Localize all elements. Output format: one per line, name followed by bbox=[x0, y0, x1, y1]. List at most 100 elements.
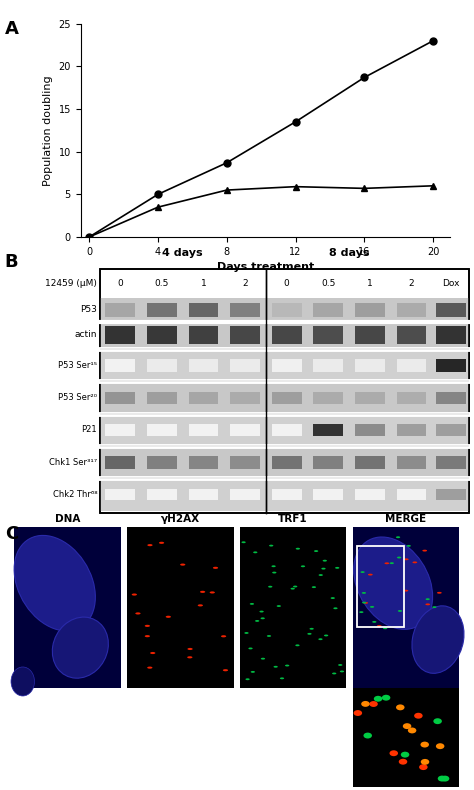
Ellipse shape bbox=[438, 776, 446, 781]
Ellipse shape bbox=[433, 718, 442, 724]
Ellipse shape bbox=[370, 606, 374, 608]
Bar bbox=[397, 423, 427, 436]
Y-axis label: Population doubling: Population doubling bbox=[43, 75, 53, 186]
Text: C: C bbox=[5, 525, 18, 544]
Bar bbox=[397, 359, 427, 372]
Ellipse shape bbox=[368, 574, 373, 576]
Ellipse shape bbox=[408, 728, 416, 733]
Bar bbox=[189, 456, 219, 468]
Bar bbox=[272, 303, 301, 317]
Bar bbox=[436, 456, 466, 468]
Ellipse shape bbox=[159, 542, 164, 544]
Ellipse shape bbox=[398, 610, 402, 612]
Ellipse shape bbox=[277, 605, 281, 607]
Text: 12459 (μM): 12459 (μM) bbox=[46, 279, 97, 288]
Text: 8 days: 8 days bbox=[329, 248, 369, 258]
Bar bbox=[355, 359, 385, 372]
Ellipse shape bbox=[11, 667, 35, 696]
Bar bbox=[397, 489, 427, 500]
Bar bbox=[353, 688, 459, 788]
Ellipse shape bbox=[245, 632, 249, 634]
Bar bbox=[189, 392, 219, 404]
Bar bbox=[147, 326, 177, 344]
Bar bbox=[313, 392, 343, 404]
Ellipse shape bbox=[180, 563, 185, 566]
Text: P53: P53 bbox=[80, 305, 97, 314]
Ellipse shape bbox=[324, 634, 328, 637]
Bar bbox=[397, 326, 427, 344]
Bar bbox=[355, 326, 385, 344]
Bar bbox=[230, 489, 260, 500]
Bar bbox=[313, 489, 343, 500]
Ellipse shape bbox=[187, 648, 192, 650]
Bar bbox=[355, 392, 385, 404]
Text: Chk1 Ser³¹⁷: Chk1 Ser³¹⁷ bbox=[49, 457, 97, 467]
Ellipse shape bbox=[377, 625, 382, 627]
Ellipse shape bbox=[312, 586, 316, 588]
Bar bbox=[230, 456, 260, 468]
Ellipse shape bbox=[187, 656, 192, 658]
Bar bbox=[105, 326, 135, 344]
Ellipse shape bbox=[407, 545, 411, 547]
Ellipse shape bbox=[321, 568, 326, 570]
Ellipse shape bbox=[166, 615, 171, 618]
Ellipse shape bbox=[354, 710, 362, 716]
Ellipse shape bbox=[259, 611, 264, 612]
Bar bbox=[397, 392, 427, 404]
Ellipse shape bbox=[272, 566, 276, 567]
Bar bbox=[313, 326, 343, 344]
Bar bbox=[105, 489, 135, 500]
Bar bbox=[105, 359, 135, 372]
Bar bbox=[230, 392, 260, 404]
Ellipse shape bbox=[307, 633, 311, 635]
Text: P53 Ser¹⁵: P53 Ser¹⁵ bbox=[58, 361, 97, 370]
Bar bbox=[100, 269, 469, 514]
Ellipse shape bbox=[382, 694, 391, 701]
Ellipse shape bbox=[251, 671, 255, 673]
Bar bbox=[100, 299, 469, 349]
Bar bbox=[100, 269, 469, 514]
Ellipse shape bbox=[403, 723, 411, 729]
Bar bbox=[230, 303, 260, 317]
Bar bbox=[230, 423, 260, 436]
Text: 1: 1 bbox=[201, 279, 206, 288]
Ellipse shape bbox=[422, 550, 427, 551]
Ellipse shape bbox=[280, 677, 284, 679]
Ellipse shape bbox=[383, 627, 387, 630]
Bar bbox=[355, 456, 385, 468]
Ellipse shape bbox=[319, 638, 323, 640]
Bar bbox=[313, 303, 343, 317]
Bar bbox=[189, 423, 219, 436]
Ellipse shape bbox=[331, 597, 335, 599]
Ellipse shape bbox=[150, 652, 155, 654]
Text: 0.5: 0.5 bbox=[321, 279, 336, 288]
X-axis label: Days treatment: Days treatment bbox=[217, 262, 314, 273]
Ellipse shape bbox=[340, 671, 344, 672]
Ellipse shape bbox=[200, 591, 205, 593]
Ellipse shape bbox=[364, 732, 372, 739]
Bar bbox=[240, 527, 346, 688]
Text: Chk2 Thr⁶⁸: Chk2 Thr⁶⁸ bbox=[53, 490, 97, 499]
Ellipse shape bbox=[354, 537, 433, 630]
Ellipse shape bbox=[221, 635, 226, 638]
Ellipse shape bbox=[420, 742, 429, 747]
Ellipse shape bbox=[295, 645, 300, 646]
Text: B: B bbox=[5, 253, 18, 271]
Bar bbox=[355, 303, 385, 317]
Bar bbox=[147, 456, 177, 468]
Bar bbox=[147, 392, 177, 404]
Bar bbox=[14, 527, 121, 688]
Bar bbox=[313, 423, 343, 436]
Ellipse shape bbox=[273, 666, 278, 668]
Bar bbox=[189, 326, 219, 344]
Ellipse shape bbox=[335, 567, 339, 569]
Text: 0: 0 bbox=[118, 279, 123, 288]
Ellipse shape bbox=[323, 560, 327, 562]
Bar bbox=[189, 303, 219, 317]
Ellipse shape bbox=[250, 603, 254, 605]
Ellipse shape bbox=[310, 628, 314, 630]
Ellipse shape bbox=[414, 713, 423, 719]
Ellipse shape bbox=[362, 602, 366, 604]
Ellipse shape bbox=[198, 604, 203, 607]
Ellipse shape bbox=[293, 585, 297, 588]
